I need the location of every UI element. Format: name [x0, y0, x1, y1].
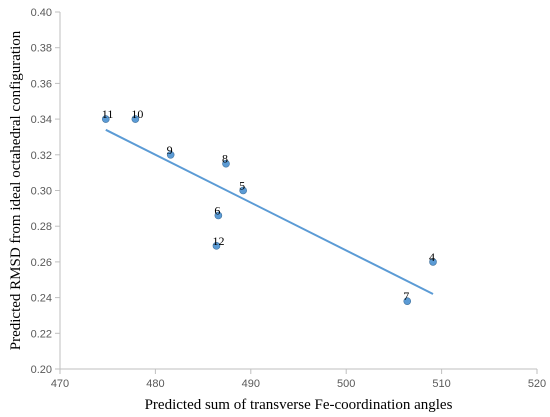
- point-label: 6: [214, 203, 220, 217]
- point-label: 5: [239, 179, 245, 193]
- point-label: 4: [429, 250, 435, 264]
- y-tick-label: 0.24: [31, 293, 52, 305]
- y-tick-label: 0.34: [31, 114, 52, 126]
- data-point: [214, 211, 223, 220]
- point-label: 7: [403, 289, 409, 303]
- x-tick-label: 480: [146, 378, 164, 390]
- data-point: [101, 115, 110, 123]
- y-tick-label: 0.40: [31, 7, 52, 19]
- point-labels: 11 10 9 85 6 12 4 7: [102, 107, 435, 303]
- point-label: 11: [102, 107, 114, 121]
- y-tick-label: 0.20: [31, 364, 52, 376]
- y-tick-label: 0.32: [31, 150, 52, 162]
- data-point: [222, 159, 230, 168]
- data-point: [166, 151, 175, 159]
- x-axis-title: Predicted sum of transverse Fe-coordinat…: [145, 397, 453, 413]
- data-point: [212, 242, 221, 250]
- tick-labels: 0.20 0.22 0.24 0.26 0.28 0.30 0.32 0.34 0.36 0.38…: [31, 7, 547, 390]
- data-points: [101, 115, 437, 305]
- data-point: [429, 258, 437, 266]
- x-tick-label: 510: [432, 378, 450, 390]
- point-label: 9: [167, 143, 173, 157]
- data-point: [131, 115, 140, 123]
- point-label: 12: [212, 234, 224, 248]
- x-tick-label: 490: [242, 378, 260, 390]
- data-point: [403, 297, 412, 305]
- x-tick-label: 520: [528, 378, 546, 390]
- point-label: 8: [222, 152, 228, 166]
- y-tick-label: 0.26: [31, 257, 52, 269]
- trendline: [105, 128, 434, 295]
- y-tick-label: 0.28: [31, 221, 52, 233]
- x-tick-label: 500: [337, 378, 355, 390]
- y-tick-label: 0.22: [31, 328, 52, 340]
- y-tick-label: 0.38: [31, 43, 52, 55]
- axes: [55, 11, 538, 374]
- x-tick-label: 470: [51, 378, 69, 390]
- y-axis-title: Predicted RMSD from ideal octahedral con…: [8, 30, 24, 350]
- point-label: 10: [131, 107, 143, 121]
- data-point: [239, 186, 247, 195]
- y-tick-label: 0.36: [31, 78, 52, 90]
- y-tick-label: 0.30: [31, 186, 52, 198]
